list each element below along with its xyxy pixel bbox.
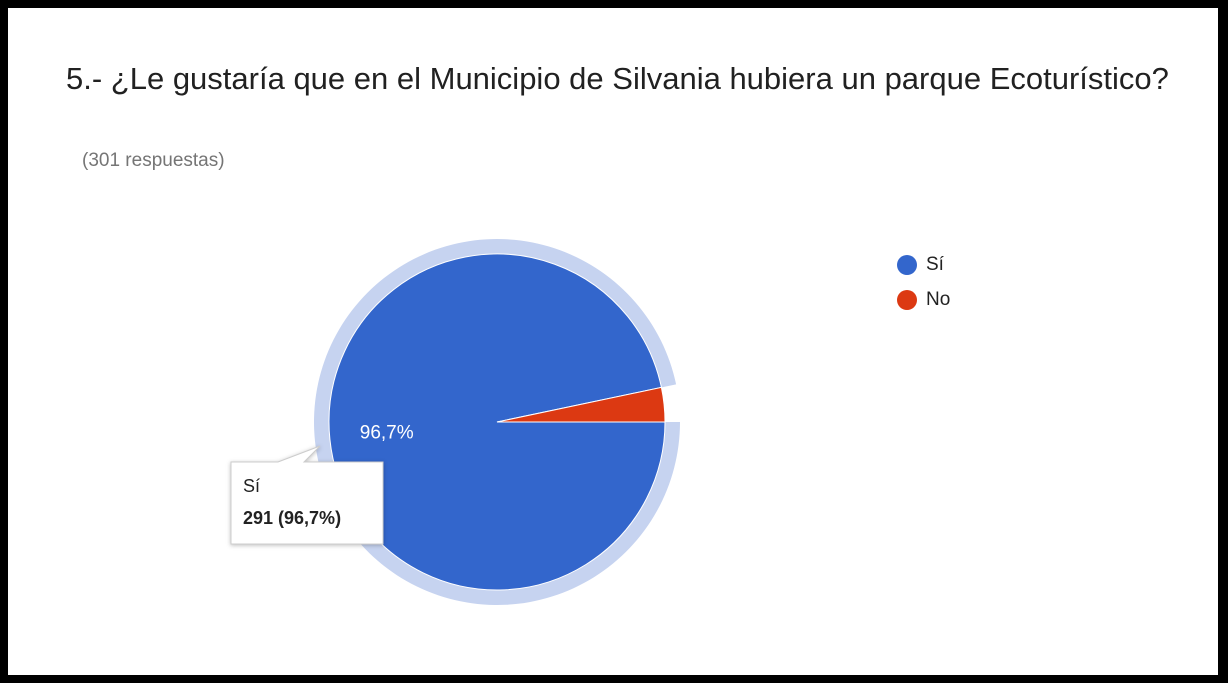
chart-subtitle: (301 respuestas)	[82, 150, 225, 171]
chart-card: 5.- ¿Le gustaría que en el Municipio de …	[8, 8, 1218, 675]
tooltip-category: Sí	[243, 476, 260, 496]
legend-swatch	[897, 255, 917, 275]
tooltip-value: 291 (96,7%)	[243, 508, 341, 528]
tooltip-box	[230, 445, 384, 545]
value-label: 96,7%	[360, 422, 414, 443]
chart: 96,7% Sí No Sí 291 (96,7%)	[230, 238, 950, 605]
legend-label: Sí	[926, 254, 945, 275]
chart-title: 5.- ¿Le gustaría que en el Municipio de …	[66, 61, 1169, 96]
legend-label: No	[926, 289, 950, 310]
pie-slice	[496, 386, 666, 423]
tooltip: Sí 291 (96,7%)	[230, 445, 384, 545]
legend-swatch	[897, 290, 917, 310]
